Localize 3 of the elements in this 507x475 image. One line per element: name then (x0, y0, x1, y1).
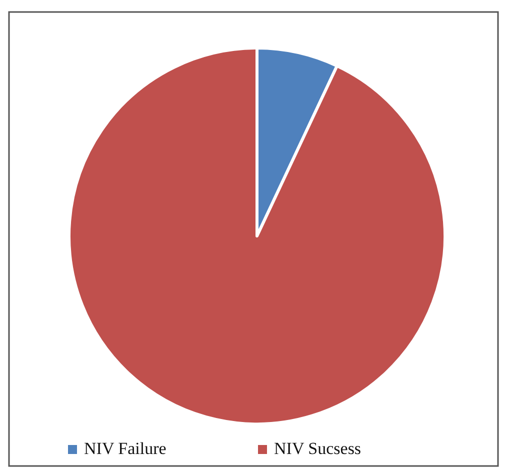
legend-label: NIV Sucsess (274, 439, 362, 458)
pie-slice (68, 46, 446, 426)
legend-label: NIV Failure (84, 439, 166, 458)
